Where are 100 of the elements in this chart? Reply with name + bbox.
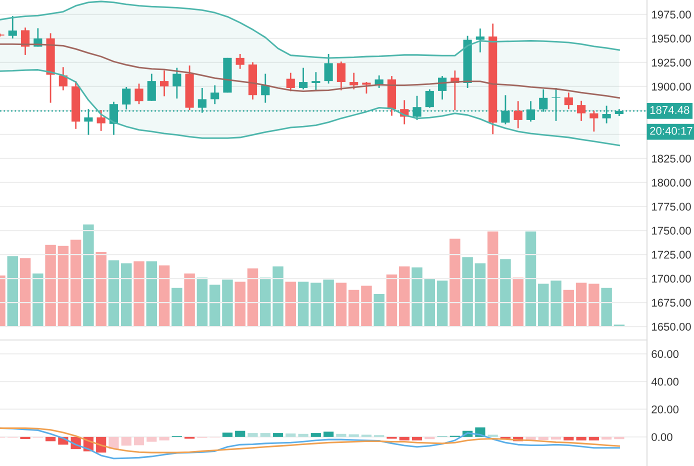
bar [550, 280, 562, 327]
candlestick [526, 100, 536, 122]
bar [310, 433, 321, 437]
bar [614, 436, 624, 440]
candlestick [476, 28, 484, 54]
bar [336, 434, 346, 437]
bar [374, 294, 384, 327]
candlestick [210, 84, 220, 105]
bar [32, 274, 44, 327]
bar [58, 246, 69, 327]
candlestick [236, 53, 244, 70]
text: 20:40:17 [650, 126, 692, 135]
ref-line-label: 1874.48 [650, 106, 690, 114]
bar [247, 268, 258, 327]
bar [538, 436, 548, 440]
candlestick [172, 67, 182, 100]
bar [487, 232, 498, 327]
bar [285, 282, 296, 327]
bar [222, 432, 233, 437]
bar [399, 266, 410, 327]
bar [298, 282, 309, 327]
y-tick-label: 1925.00 [652, 58, 691, 67]
bar [172, 288, 182, 327]
bar [235, 430, 246, 437]
bar [576, 282, 587, 327]
y-tick-label: 1650.00 [652, 322, 691, 331]
bar [146, 261, 158, 327]
bar [563, 290, 574, 327]
bar [234, 282, 246, 327]
y-tick-label: 20.00 [652, 406, 679, 414]
bar [348, 290, 360, 327]
candlestick [514, 100, 522, 129]
line-series [0, 0, 620, 59]
candlestick [58, 66, 68, 91]
bar [462, 257, 473, 327]
bar [120, 263, 132, 327]
bar [602, 436, 612, 440]
bar [336, 282, 347, 327]
candlestick [96, 109, 106, 132]
y-tick-label: 1725.00 [652, 250, 691, 259]
candlestick [350, 72, 358, 90]
y-tick-label: 1825.00 [652, 154, 691, 163]
bar [83, 224, 94, 327]
candlestick [590, 110, 598, 132]
bar [512, 278, 524, 327]
bar [209, 284, 220, 327]
bar [324, 432, 334, 437]
candlestick [576, 100, 586, 122]
candlestick [286, 72, 295, 92]
bar [184, 274, 195, 327]
bar [361, 286, 372, 327]
bar [436, 280, 448, 327]
bar [146, 436, 157, 442]
bar [134, 436, 144, 446]
bar [108, 260, 120, 327]
bar [588, 284, 600, 327]
y-tick-label: 1700.00 [652, 274, 691, 283]
candlestick [147, 73, 156, 102]
bar [588, 436, 599, 440]
bar [348, 434, 359, 437]
bar [500, 259, 511, 327]
bar [134, 261, 144, 327]
bar [386, 274, 398, 327]
bar [96, 252, 106, 327]
bar [248, 433, 258, 437]
y-tick-label: 1975.00 [652, 10, 691, 19]
bar [564, 436, 574, 440]
candlestick [425, 88, 434, 108]
bar [45, 436, 56, 442]
bar [7, 256, 18, 327]
bar [45, 244, 56, 327]
bar [260, 278, 271, 327]
bar [196, 278, 208, 327]
candlestick [298, 67, 308, 90]
bar [424, 278, 436, 327]
bar [538, 284, 549, 327]
candlestick [336, 60, 346, 91]
y-tick-label: 40.00 [651, 378, 679, 386]
bar [121, 436, 132, 446]
bar [108, 436, 119, 450]
bar [550, 436, 562, 440]
bar [298, 434, 308, 437]
candlestick [324, 53, 333, 84]
y-tick-label: 1775.00 [652, 202, 691, 211]
y-tick-label: 1675.00 [652, 298, 691, 307]
y-tick-label: 1950.00 [652, 34, 691, 43]
bar [576, 436, 586, 440]
bar [272, 433, 284, 437]
y-tick-label: 1750.00 [652, 226, 691, 235]
y-tick-label: 60.00 [652, 350, 679, 358]
y-tick-label: 0.00 [652, 433, 672, 442]
candlestick [312, 71, 320, 91]
bar [222, 280, 233, 327]
candlestick [160, 70, 169, 97]
candlestick [564, 92, 573, 110]
bar [601, 288, 612, 327]
bar [525, 232, 536, 327]
bar [70, 240, 82, 327]
bar [260, 433, 270, 437]
bar [272, 266, 284, 327]
